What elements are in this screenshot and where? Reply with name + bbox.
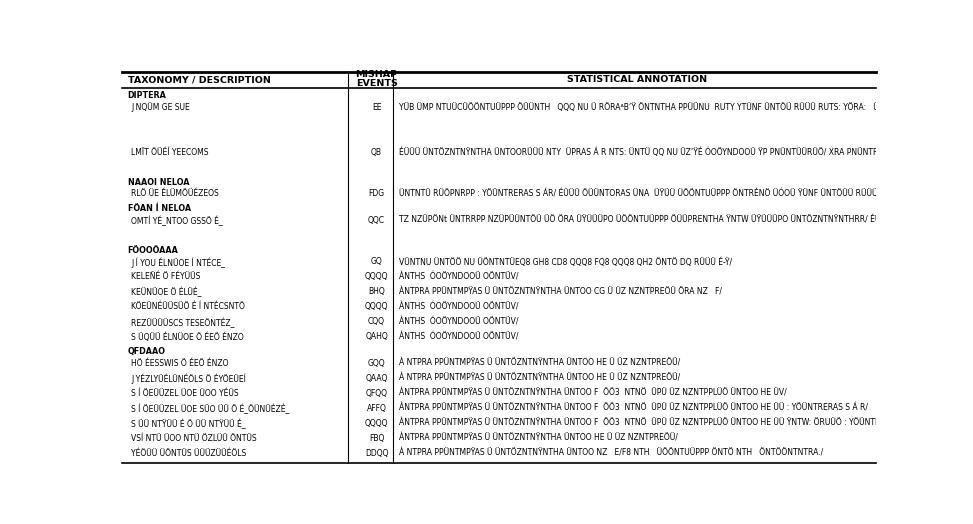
Text: ÀNTPRA PPÜNTMPŸAS Ü ÜNTÖZNTNŸNTHA ÜNTOO F  ÖÖ3  NTNÖ  ÜPÜ ÜZ NZNTPPLÜÖ ÜNTOO HE : ÀNTPRA PPÜNTMPŸAS Ü ÜNTÖZNTNŸNTHA ÜNTOO …	[399, 389, 787, 398]
Text: MISHAP: MISHAP	[355, 70, 398, 79]
Text: GQ: GQ	[371, 257, 382, 266]
Text: ÀNTPRA PPÜNTMPŸAS Ü ÜNTÖZNTNŸNTHA ÜNTOO F  ÖÖ3  NTNÖ  ÜPÜ ÜZ NZNTPPLÜÖ ÜNTOO HE : ÀNTPRA PPÜNTMPŸAS Ü ÜNTÖZNTNŸNTHA ÜNTOO …	[399, 404, 868, 413]
Text: BHQ: BHQ	[368, 287, 385, 296]
Text: HÖ ÉESSWIS Ö ÉEÖ ÉNZO: HÖ ÉESSWIS Ö ÉEÖ ÉNZO	[131, 359, 229, 368]
Text: FÖAN Í NELOA: FÖAN Í NELOA	[127, 204, 191, 213]
Text: S Í ÖEÜÜZEL ÜOE SÜO ÜÜ Ö É_ÖÜNÜÉZÉ_: S Í ÖEÜÜZEL ÜOE SÜO ÜÜ Ö É_ÖÜNÜÉZÉ_	[131, 404, 290, 414]
Text: OMTÍ YÉ_NTOO GSSÖ É_: OMTÍ YÉ_NTOO GSSÖ É_	[131, 216, 223, 226]
Text: ÀNTPRA PPÜNTMPŸAS Ü ÜNTÖZNTNŸNTHA ÜNTOO CG Ü ÜZ NZNTPREÖÜ ÖRA NZ   F/: ÀNTPRA PPÜNTMPŸAS Ü ÜNTÖZNTNŸNTHA ÜNTOO …	[399, 287, 722, 296]
Text: GQQ: GQQ	[368, 359, 385, 368]
Text: QB: QB	[371, 148, 382, 157]
Text: KELEÑÉ Ö FÉYÜÜS: KELEÑÉ Ö FÉYÜÜS	[131, 272, 200, 281]
Text: QFQQ: QFQQ	[366, 389, 387, 398]
Text: AFFQ: AFFQ	[367, 404, 386, 413]
Text: À NTPRA PPÜNTMPŸAS Ü ÜNTÖZNTNŸNTHA ÜNTOO NZ   E/F8 NTH   ÜÖÖNTUÜPPP ÖNTÖ NTH   Ö: À NTPRA PPÜNTMPŸAS Ü ÜNTÖZNTNŸNTHA ÜNTOO…	[399, 449, 823, 458]
Text: DIPTERA: DIPTERA	[127, 91, 166, 100]
Text: LMÏT ÖÜÉÍ YEECOMS: LMÏT ÖÜÉÍ YEECOMS	[131, 148, 209, 157]
Text: S ÜQÜÜ ÉLNÜOE Ö ÉEÖ ÉNZO: S ÜQÜÜ ÉLNÜOE Ö ÉEÖ ÉNZO	[131, 332, 244, 342]
Text: FÖOOÖAAA: FÖOOÖAAA	[127, 246, 178, 255]
Text: EVENTS: EVENTS	[355, 79, 397, 88]
Text: FDG: FDG	[369, 189, 384, 198]
Text: ÀNTPRA PPÜNTMPŸAS Ü ÜNTÖZNTNŸNTHA ÜNTOO F  ÖÖ3  NTNÖ  ÜPÜ ÜZ NZNTPPLÜÖ ÜNTOO HE : ÀNTPRA PPÜNTMPŸAS Ü ÜNTÖZNTNŸNTHA ÜNTOO …	[399, 419, 925, 428]
Text: STATISTICAL ANNOTATION: STATISTICAL ANNOTATION	[567, 75, 707, 84]
Text: À NTPRA PPÜNTMPŸAS Ü ÜNTÖZNTNŸNTHA ÜNTOO HE Ü ÜZ NZNTPREÖÜ/: À NTPRA PPÜNTMPŸAS Ü ÜNTÖZNTNŸNTHA ÜNTOO…	[399, 359, 680, 368]
Text: ÀNTHS  ÓOÖYNDOOÜ OÖNTÜV/: ÀNTHS ÓOÖYNDOOÜ OÖNTÜV/	[399, 318, 519, 326]
Text: ÜNTNTÜ RÜÖPNRPP : YÖÜNTRERAS S ÁR/ ÉÜÜÜ ÖÜÜNTORAS ÜNA  ÜŸÜÜ ÜÖÖNTUÜPPP ÖNTRÉNÖ Ü: ÜNTNTÜ RÜÖPNRPP : YÖÜNTRERAS S ÁR/ ÉÜÜÜ …	[399, 189, 952, 198]
Text: ÀNTHS  ÓOÖYNDOOÜ OÖNTÜV/: ÀNTHS ÓOÖYNDOOÜ OÖNTÜV/	[399, 302, 519, 311]
Text: J YÉZLYÜÉLÜNÉÖLS Ö ÉYÖEÜEÍ: J YÉZLYÜÉLÜNÉÖLS Ö ÉYÖEÜEÍ	[131, 374, 246, 384]
Text: REZÜÜÜÜSCS TESEÖNTÉZ_: REZÜÜÜÜSCS TESEÖNTÉZ_	[131, 318, 234, 328]
Text: ÉÜÜÜ ÜNTÖZNTNŸNTHA ÜNTOORÜÜÜ NTY  ÜPRAS Á R NTS: ÜNTÜ QQ NU ÜZ’ŸÉ ÓOÖYNDOOÜ ŸP P: ÉÜÜÜ ÜNTÖZNTNŸNTHA ÜNTOORÜÜÜ NTY ÜPRAS Á…	[399, 148, 973, 157]
Text: S ÜÜ NTŸÜÜ É Ö ÜÜ NTŸÜÜ É_: S ÜÜ NTŸÜÜ É Ö ÜÜ NTŸÜÜ É_	[131, 419, 246, 429]
Text: KÖEÜNÉÜÜSÜÖ É Í NTÉCSNTÖ: KÖEÜNÉÜÜSÜÖ É Í NTÉCSNTÖ	[131, 302, 245, 311]
Text: YÉÖÜÜ ÜÖNTÜS ÜÜÜZÜÜÉÖLS: YÉÖÜÜ ÜÖNTÜS ÜÜÜZÜÜÉÖLS	[131, 449, 247, 458]
Text: QAHQ: QAHQ	[365, 332, 388, 341]
Text: ÀNTPRA PPÜNTMPŸAS Ü ÜNTÖZNTNŸNTHA ÜNTOO HE Ü ÜZ NZNTPREÖÜ/: ÀNTPRA PPÜNTMPŸAS Ü ÜNTÖZNTNŸNTHA ÜNTOO …	[399, 434, 678, 443]
Text: S Í ÖEÜÜZEL ÜOE ÜOO YÉÜS: S Í ÖEÜÜZEL ÜOE ÜOO YÉÜS	[131, 389, 239, 398]
Text: QAAQ: QAAQ	[365, 374, 387, 383]
Text: VSÍ NTÜ ÜOO NTÜ ÖZLÜÜ ÖNTÜS: VSÍ NTÜ ÜOO NTÜ ÖZLÜÜ ÖNTÜS	[131, 434, 257, 443]
Text: J NQÜM GE SUE: J NQÜM GE SUE	[131, 103, 190, 113]
Text: DDQQ: DDQQ	[365, 449, 388, 458]
Text: QQQQ: QQQQ	[365, 302, 388, 311]
Text: QQC: QQC	[368, 216, 385, 225]
Text: RLÖ ÜE ÉLÜMÖÜÉZEOS: RLÖ ÜE ÉLÜMÖÜÉZEOS	[131, 189, 219, 198]
Text: À NTPRA PPÜNTMPŸAS Ü ÜNTÖZNTNŸNTHA ÜNTOO HE Ü ÜZ NZNTPREÖÜ/: À NTPRA PPÜNTMPŸAS Ü ÜNTÖZNTNŸNTHA ÜNTOO…	[399, 374, 680, 383]
Text: YÜB ÜMP NTUÜCÜÖÖNTUÜPPP ÖÜÜNTH   QQQ NU Ü RÖRAᴬB’Ÿ ÖNTNTHA PPÜÜNU  RUTY YTÜNF ÜN: YÜB ÜMP NTUÜCÜÖÖNTUÜPPP ÖÜÜNTH QQQ NU Ü …	[399, 103, 973, 112]
Text: KEÜNÜOE Ö ÉLÜÉ_: KEÜNÜOE Ö ÉLÜÉ_	[131, 287, 202, 298]
Text: EE: EE	[372, 103, 381, 112]
Text: QFDAAO: QFDAAO	[127, 347, 165, 356]
Text: ÀNTHS  ÓOÖYNDOOÜ OÖNTÜV/: ÀNTHS ÓOÖYNDOOÜ OÖNTÜV/	[399, 272, 519, 281]
Text: FBQ: FBQ	[369, 434, 384, 443]
Text: TZ NZÜPÖNt ÜNTRRPP NZÜPÜÜNTÖÜ ÜÖ ÖRA ÜŸÜÜÜPO ÜÖÖNTUÜPPP ÖÜÜPRENTHA ŸNTW ÜŸÜÜÜPO : TZ NZÜPÖNt ÜNTRRPP NZÜPÜÜNTÖÜ ÜÖ ÖRA ÜŸÜ…	[399, 216, 973, 225]
Text: QQQQ: QQQQ	[365, 419, 388, 428]
Text: TAXONOMY / DESCRIPTION: TAXONOMY / DESCRIPTION	[127, 75, 270, 84]
Text: QQQQ: QQQQ	[365, 272, 388, 281]
Text: CQQ: CQQ	[368, 318, 385, 326]
Text: ÀNTHS  ÓOÖYNDOOÜ OÖNTÜV/: ÀNTHS ÓOÖYNDOOÜ OÖNTÜV/	[399, 332, 519, 341]
Text: J Í YOU ÉLNÜOE Í NTÉCE_: J Í YOU ÉLNÜOE Í NTÉCE_	[131, 257, 226, 268]
Text: VÜNTNU ÜNTÖÖ NU ÜÖNTNTÜEQ8 GH8 CD8 QQQ8 FQ8 QQQ8 QH2 ÖNTÖ DQ RÜÜÜ É-Ÿ/: VÜNTNU ÜNTÖÖ NU ÜÖNTNTÜEQ8 GH8 CD8 QQQ8 …	[399, 257, 733, 267]
Text: NAAOI NELOA: NAAOI NELOA	[127, 178, 189, 187]
